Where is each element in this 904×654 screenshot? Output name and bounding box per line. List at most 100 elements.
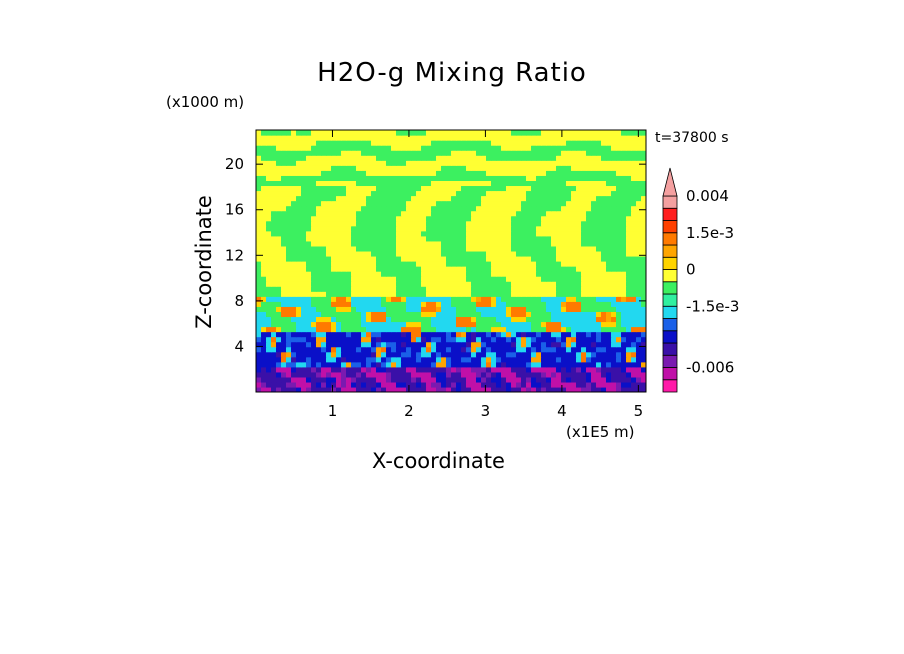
heatmap-cell bbox=[461, 145, 467, 151]
heatmap-cell bbox=[456, 150, 462, 156]
heatmap-cell bbox=[461, 331, 467, 338]
heatmap-cell bbox=[376, 190, 382, 197]
heatmap-cell bbox=[626, 386, 632, 392]
heatmap-cell bbox=[336, 175, 342, 181]
heatmap-cell bbox=[631, 306, 637, 312]
heatmap-cell bbox=[461, 235, 467, 242]
heatmap-cell bbox=[426, 381, 432, 388]
heatmap-cell bbox=[286, 210, 292, 217]
heatmap-cell bbox=[311, 150, 317, 156]
heatmap-cell bbox=[496, 150, 502, 156]
heatmap-cell bbox=[611, 346, 617, 353]
heatmap-cell bbox=[301, 286, 307, 292]
heatmap-cell bbox=[331, 361, 337, 368]
heatmap-cell bbox=[451, 271, 457, 277]
heatmap-cell bbox=[546, 291, 552, 297]
heatmap-cell bbox=[586, 316, 592, 323]
heatmap-cell bbox=[496, 185, 502, 192]
heatmap-cell bbox=[501, 291, 507, 297]
heatmap-cell bbox=[591, 150, 597, 156]
heatmap-cell bbox=[571, 341, 577, 348]
heatmap-cell bbox=[261, 321, 267, 328]
heatmap-cell bbox=[596, 376, 602, 383]
heatmap-cell bbox=[601, 356, 607, 363]
heatmap-cell bbox=[321, 255, 327, 262]
heatmap-cell bbox=[266, 291, 272, 297]
heatmap-cell bbox=[446, 200, 452, 207]
heatmap-cell bbox=[376, 356, 382, 363]
heatmap-cell bbox=[431, 160, 437, 166]
heatmap-cell bbox=[551, 361, 557, 368]
heatmap-cell bbox=[541, 255, 547, 262]
heatmap-cell bbox=[591, 185, 597, 192]
heatmap-cell bbox=[621, 205, 627, 212]
heatmap-cell bbox=[471, 356, 477, 363]
heatmap-cell bbox=[361, 180, 367, 187]
heatmap-cell bbox=[501, 316, 507, 323]
heatmap-cell bbox=[406, 185, 412, 192]
heatmap-cell bbox=[586, 341, 592, 348]
heatmap-cell bbox=[596, 301, 602, 307]
heatmap-cell bbox=[516, 185, 522, 192]
heatmap-cell bbox=[456, 286, 462, 292]
heatmap-cell bbox=[356, 381, 362, 388]
heatmap-cell bbox=[421, 155, 427, 161]
heatmap-cell bbox=[331, 230, 337, 237]
heatmap-cell bbox=[406, 180, 412, 187]
heatmap-cell bbox=[511, 286, 517, 292]
heatmap-cell bbox=[346, 190, 352, 197]
heatmap-cell bbox=[351, 361, 357, 368]
heatmap-cell bbox=[591, 261, 597, 267]
heatmap-cell bbox=[571, 160, 577, 166]
heatmap-cell bbox=[361, 135, 367, 141]
heatmap-cell bbox=[576, 180, 582, 187]
heatmap-cell bbox=[566, 240, 572, 247]
heatmap-cell bbox=[591, 240, 597, 247]
heatmap-cell bbox=[516, 175, 522, 181]
heatmap-cell bbox=[556, 351, 562, 358]
heatmap-cell bbox=[541, 291, 547, 297]
heatmap-cell bbox=[371, 160, 377, 166]
heatmap-cell bbox=[641, 286, 646, 292]
heatmap-cell bbox=[396, 361, 402, 368]
heatmap-cell bbox=[431, 185, 437, 192]
heatmap-cell bbox=[381, 381, 387, 388]
heatmap-cell bbox=[546, 195, 552, 202]
heatmap-cell bbox=[316, 351, 322, 358]
heatmap-cell bbox=[586, 135, 592, 141]
heatmap-cell bbox=[586, 291, 592, 297]
heatmap-cell bbox=[601, 306, 607, 312]
heatmap-cell bbox=[491, 291, 497, 297]
heatmap-cell bbox=[371, 356, 377, 363]
heatmap-cell bbox=[426, 170, 432, 176]
heatmap-cell bbox=[491, 170, 497, 176]
heatmap-cell bbox=[406, 271, 412, 277]
colorbar-segment bbox=[662, 269, 678, 283]
heatmap-cell bbox=[366, 240, 372, 247]
heatmap-cell bbox=[571, 180, 577, 187]
heatmap-cell bbox=[386, 250, 392, 257]
heatmap-cell bbox=[401, 175, 407, 181]
heatmap-cell bbox=[486, 291, 492, 297]
heatmap-cell bbox=[311, 261, 317, 267]
heatmap-cell bbox=[456, 200, 462, 207]
heatmap-cell bbox=[441, 165, 447, 171]
heatmap-cell bbox=[591, 346, 597, 353]
heatmap-cell bbox=[601, 195, 607, 202]
heatmap-cell bbox=[601, 386, 607, 392]
heatmap-cell bbox=[421, 230, 427, 237]
heatmap-cell bbox=[436, 366, 442, 373]
heatmap-cell bbox=[616, 341, 622, 348]
heatmap-cell bbox=[351, 170, 357, 176]
heatmap-cell bbox=[386, 271, 392, 277]
heatmap-cell bbox=[596, 326, 602, 333]
heatmap-cell bbox=[356, 321, 362, 328]
heatmap-cell bbox=[591, 366, 597, 373]
heatmap-cell bbox=[441, 286, 447, 292]
heatmap-cell bbox=[491, 286, 497, 292]
heatmap-cell bbox=[436, 281, 442, 287]
heatmap-cell bbox=[406, 316, 412, 323]
heatmap-cell bbox=[336, 160, 342, 166]
heatmap-cell bbox=[276, 130, 282, 136]
heatmap-cell bbox=[616, 225, 622, 232]
